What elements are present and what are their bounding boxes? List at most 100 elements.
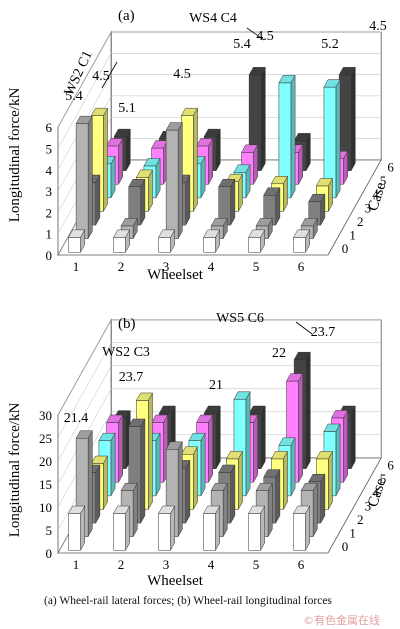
- bar: [293, 228, 311, 254]
- x-tick-label: 4: [208, 259, 215, 274]
- bar-side: [222, 482, 228, 538]
- bar-side: [95, 464, 101, 525]
- bar-top: [225, 451, 243, 460]
- bar-top: [90, 107, 108, 116]
- bar: [248, 228, 266, 254]
- y-tick-label: 30: [39, 408, 52, 423]
- y-axis-label: Longitudinal force/kN: [7, 403, 23, 538]
- x-tick-label: 3: [163, 557, 170, 572]
- bar-side: [132, 482, 138, 538]
- bar-side: [110, 432, 116, 497]
- bar-top: [263, 187, 281, 196]
- bar: [68, 228, 86, 254]
- bar-top: [165, 441, 183, 450]
- annotation: 5.1: [118, 101, 136, 116]
- bar-top: [241, 144, 259, 153]
- bar-side: [208, 137, 213, 186]
- bar-side: [298, 372, 303, 484]
- bar: [278, 74, 296, 199]
- bar-top: [255, 218, 273, 227]
- x-tick-label: 6: [298, 259, 305, 274]
- bar-side: [185, 174, 191, 227]
- bar-top: [180, 446, 198, 455]
- bar-front: [75, 123, 89, 239]
- annotation: 5.4: [65, 89, 83, 104]
- annotation: WS4 C4: [189, 11, 237, 26]
- watermark: ©有色金属在线: [303, 614, 380, 627]
- bar-side: [230, 464, 236, 525]
- bar-top: [196, 414, 214, 423]
- case-tick-label: 2: [357, 512, 364, 527]
- bar-front: [68, 237, 81, 253]
- bar: [323, 78, 341, 199]
- x-tick-label: 1: [73, 557, 80, 572]
- bar-side: [283, 450, 288, 511]
- bar-side: [275, 468, 281, 525]
- bar-side: [260, 66, 266, 172]
- bar-top: [323, 423, 341, 432]
- bar-front: [68, 513, 81, 551]
- y-tick-label: 4: [46, 163, 53, 178]
- x-tick-label: 1: [73, 259, 80, 274]
- bar-front: [113, 237, 126, 253]
- annotation: WS5 C6: [216, 311, 264, 326]
- bar-top: [315, 178, 333, 187]
- bar-front: [158, 237, 171, 253]
- bar: [203, 228, 221, 254]
- bar: [248, 505, 266, 552]
- bar-side: [350, 405, 356, 470]
- bar-top: [158, 405, 176, 414]
- bar-top: [315, 451, 333, 460]
- bar-top: [75, 430, 93, 439]
- bar-top: [300, 218, 318, 227]
- bar-top: [286, 373, 304, 382]
- annotation: 4.5: [173, 67, 191, 82]
- bar-top: [293, 133, 311, 142]
- bar-top: [248, 405, 266, 414]
- bar-side: [103, 107, 108, 213]
- annotation: 4.5: [369, 19, 387, 34]
- annotation: 23.7: [119, 370, 144, 385]
- bar-top: [106, 138, 124, 147]
- x-tick-label: 2: [118, 557, 125, 572]
- gridline: [57, 31, 382, 128]
- annotation: 4.5: [92, 69, 110, 84]
- annotation-leader: [295, 321, 313, 335]
- bar-side: [335, 78, 341, 199]
- case-tick-label: 0: [342, 241, 349, 256]
- bar-side: [343, 409, 348, 484]
- bar-top: [203, 405, 221, 414]
- bar-side: [95, 174, 101, 227]
- bar-front: [293, 237, 306, 253]
- bar-top: [151, 414, 169, 423]
- bar-side: [267, 482, 273, 538]
- y-axis-label: Longitudinal force/kN: [7, 88, 23, 223]
- x-tick-label: 2: [118, 259, 125, 274]
- bar-front: [248, 237, 261, 253]
- bar-top: [233, 164, 251, 173]
- bar: [293, 505, 311, 552]
- bar-top: [270, 176, 288, 185]
- bar: [113, 228, 131, 254]
- bar-top: [165, 122, 183, 131]
- bar-front: [248, 513, 261, 551]
- case-tick-label: 4: [372, 485, 379, 500]
- bar-side: [290, 436, 296, 497]
- case-tick-label: 3: [365, 498, 372, 513]
- y-tick-label: 1: [46, 227, 53, 242]
- bar-side: [155, 432, 161, 497]
- bar: [158, 505, 176, 552]
- bar: [75, 115, 93, 240]
- bar-top: [270, 451, 288, 460]
- bar-side: [305, 351, 311, 470]
- y-tick-label: 0: [46, 248, 53, 263]
- bar-side: [140, 178, 146, 227]
- bar-top: [248, 229, 266, 238]
- annotation: 5.4: [233, 37, 251, 52]
- case-tick-label: 1: [349, 228, 356, 243]
- bar: [203, 505, 221, 552]
- case-axis-label: Case: [365, 476, 389, 509]
